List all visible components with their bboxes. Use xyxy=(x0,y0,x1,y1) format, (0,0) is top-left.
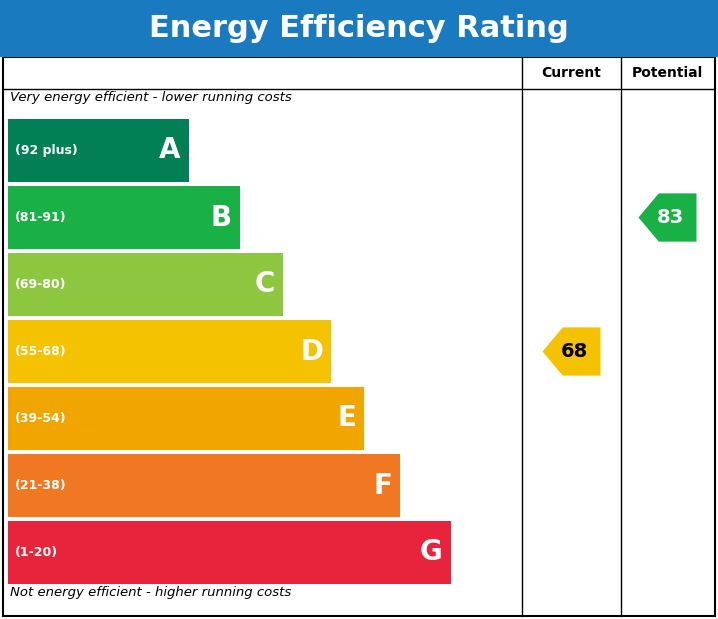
Text: (21-38): (21-38) xyxy=(15,479,67,492)
Text: (39-54): (39-54) xyxy=(15,412,67,425)
Bar xyxy=(8,320,331,383)
Text: D: D xyxy=(300,337,323,365)
Text: G: G xyxy=(420,539,443,566)
Bar xyxy=(8,387,364,450)
Text: (92 plus): (92 plus) xyxy=(15,144,78,157)
Text: (1-20): (1-20) xyxy=(15,546,58,559)
Polygon shape xyxy=(638,193,696,241)
Polygon shape xyxy=(543,327,600,376)
Bar xyxy=(8,119,189,182)
Text: C: C xyxy=(254,271,275,298)
Text: A: A xyxy=(159,137,181,165)
Bar xyxy=(0,0,718,57)
Text: 68: 68 xyxy=(561,342,588,361)
Text: 83: 83 xyxy=(657,208,684,227)
Text: Not energy efficient - higher running costs: Not energy efficient - higher running co… xyxy=(10,586,292,599)
Text: E: E xyxy=(337,404,356,433)
Text: Current: Current xyxy=(541,66,602,80)
Text: Energy Efficiency Rating: Energy Efficiency Rating xyxy=(149,14,569,43)
Bar xyxy=(8,521,451,584)
Text: (69-80): (69-80) xyxy=(15,278,67,291)
Text: (81-91): (81-91) xyxy=(15,211,67,224)
Text: Very energy efficient - lower running costs: Very energy efficient - lower running co… xyxy=(10,91,292,104)
Bar xyxy=(8,253,283,316)
Bar xyxy=(8,454,400,517)
Text: Potential: Potential xyxy=(632,66,703,80)
Bar xyxy=(8,186,240,249)
Text: F: F xyxy=(373,472,392,500)
Text: (55-68): (55-68) xyxy=(15,345,67,358)
Text: B: B xyxy=(210,204,232,232)
